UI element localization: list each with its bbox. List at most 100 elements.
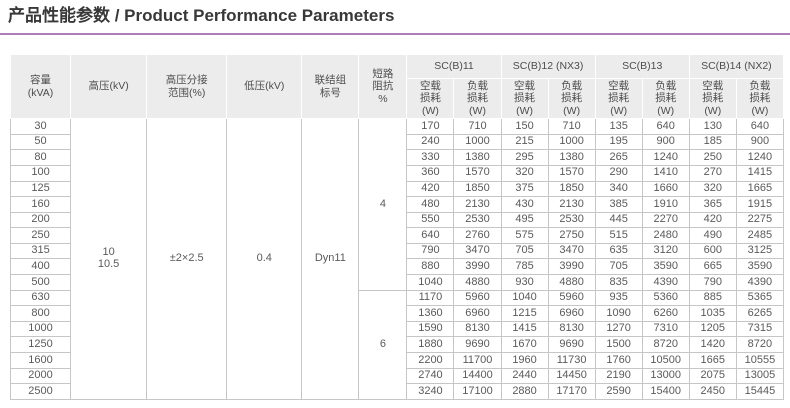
capacity-cell: 160 (9, 196, 72, 213)
loss-value-cell: 2740 (406, 367, 455, 385)
loss-value-cell: 330 (406, 149, 455, 166)
loss-value-cell: 9690 (547, 336, 596, 354)
loss-value-cell: 14400 (453, 367, 502, 385)
loss-value-cell: 340 (594, 180, 643, 198)
loss-value-cell: 1910 (641, 196, 690, 213)
header-no-load-loss-scb13: 空载 损耗 (W) (594, 77, 643, 120)
loss-value-cell: 17100 (453, 383, 502, 400)
loss-value-cell: 7315 (735, 320, 785, 338)
loss-value-cell: 11700 (453, 352, 502, 369)
loss-value-cell: 1570 (547, 164, 596, 182)
capacity-cell: 1000 (9, 320, 72, 338)
loss-value-cell: 1040 (406, 274, 455, 291)
loss-value-cell: 900 (641, 133, 690, 151)
table-row: 30 10 10.5 ±2×2.5 0.4 Dyn11 4 170 710 150 710 135 6… (9, 118, 785, 400)
header-hv-voltage: 高压(kV) (70, 53, 148, 120)
loss-value-cell: 13000 (641, 367, 690, 385)
impedance-cell: 4 (358, 118, 408, 291)
loss-value-cell: 640 (735, 118, 785, 135)
header-load-loss-scb11: 负载 损耗 (W) (453, 77, 502, 120)
loss-value-cell: 2130 (547, 196, 596, 213)
capacity-cell: 2500 (9, 383, 72, 400)
capacity-cell: 250 (9, 227, 72, 244)
loss-value-cell: 900 (735, 133, 785, 151)
hv-voltage-cell: 10 10.5 (70, 118, 148, 400)
loss-value-cell: 6960 (547, 305, 596, 322)
loss-value-cell: 3120 (641, 242, 690, 260)
loss-value-cell: 290 (594, 164, 643, 182)
loss-value-cell: 785 (500, 258, 549, 276)
loss-value-cell: 5360 (641, 289, 690, 307)
capacity-cell: 630 (9, 289, 72, 307)
loss-value-cell: 5365 (735, 289, 785, 307)
page-title: 产品性能参数 / Product Performance Parameters (8, 6, 395, 25)
loss-value-cell: 1000 (453, 133, 502, 151)
loss-value-cell: 1090 (594, 305, 643, 322)
loss-value-cell: 2440 (500, 367, 549, 385)
loss-value-cell: 1240 (641, 149, 690, 166)
loss-value-cell: 575 (500, 227, 549, 244)
loss-value-cell: 1500 (594, 336, 643, 354)
loss-value-cell: 6265 (735, 305, 785, 322)
loss-value-cell: 490 (688, 227, 737, 244)
loss-value-cell: 2075 (688, 367, 737, 385)
loss-value-cell: 790 (406, 242, 455, 260)
loss-value-cell: 2530 (453, 211, 502, 229)
table-row: 2500 3240 17100 2880 17170 2590 15400 2450 15445 (9, 383, 785, 400)
loss-value-cell: 935 (594, 289, 643, 307)
capacity-cell: 30 (9, 118, 72, 135)
header-no-load-loss-scb12: 空载 损耗 (W) (500, 77, 549, 120)
loss-value-cell: 2590 (594, 383, 643, 400)
loss-value-cell: 10500 (641, 352, 690, 369)
capacity-cell: 1250 (9, 336, 72, 354)
loss-value-cell: 1960 (500, 352, 549, 369)
header-group-scb14: SC(B)14 (NX2) (688, 54, 785, 79)
loss-value-cell: 13005 (735, 367, 785, 385)
table-row: 80 330 1380 295 1380 265 1240 250 1240 (9, 149, 785, 166)
capacity-cell: 2000 (9, 367, 72, 385)
header-group-scb13: SC(B)13 (594, 54, 690, 79)
loss-value-cell: 2450 (688, 383, 737, 400)
loss-value-cell: 1410 (641, 164, 690, 182)
loss-value-cell: 790 (688, 274, 737, 291)
loss-value-cell: 215 (500, 133, 549, 151)
loss-value-cell: 130 (688, 118, 737, 135)
loss-value-cell: 6260 (641, 305, 690, 322)
header-lv-voltage: 低压(kV) (226, 53, 303, 120)
loss-value-cell: 1035 (688, 305, 737, 322)
loss-value-cell: 17170 (547, 383, 596, 400)
loss-value-cell: 445 (594, 211, 643, 229)
loss-value-cell: 1170 (406, 289, 455, 307)
loss-value-cell: 665 (688, 258, 737, 276)
table-row: 800 1360 6960 1215 6960 1090 6260 1035 6265 (9, 305, 785, 322)
loss-value-cell: 2880 (500, 383, 549, 400)
loss-value-cell: 1660 (641, 180, 690, 198)
loss-value-cell: 2130 (453, 196, 502, 213)
loss-value-cell: 420 (406, 180, 455, 198)
loss-value-cell: 1665 (735, 180, 785, 198)
loss-value-cell: 600 (688, 242, 737, 260)
loss-value-cell: 1915 (735, 196, 785, 213)
loss-value-cell: 320 (500, 164, 549, 182)
table-row: 160 480 2130 430 2130 385 1910 365 1915 (9, 196, 785, 213)
loss-value-cell: 5960 (547, 289, 596, 307)
loss-value-cell: 5960 (453, 289, 502, 307)
loss-value-cell: 2275 (735, 211, 785, 229)
header-group-scb12: SC(B)12 (NX3) (500, 54, 596, 79)
loss-value-cell: 1670 (500, 336, 549, 354)
loss-value-cell: 1850 (547, 180, 596, 198)
capacity-cell: 1600 (9, 352, 72, 369)
header-load-loss-scb14: 负载 损耗 (W) (735, 77, 785, 120)
header-no-load-loss-scb14: 空载 损耗 (W) (688, 77, 737, 120)
loss-value-cell: 495 (500, 211, 549, 229)
loss-value-cell: 1880 (406, 336, 455, 354)
loss-value-cell: 8130 (547, 320, 596, 338)
header-load-loss-scb13: 负载 损耗 (W) (641, 77, 690, 120)
capacity-cell: 200 (9, 211, 72, 229)
header-no-load-loss-scb11: 空载 损耗 (W) (406, 77, 455, 120)
loss-value-cell: 480 (406, 196, 455, 213)
loss-value-cell: 1850 (453, 180, 502, 198)
impedance-cell: 6 (358, 289, 408, 400)
loss-value-cell: 1590 (406, 320, 455, 338)
loss-value-cell: 880 (406, 258, 455, 276)
